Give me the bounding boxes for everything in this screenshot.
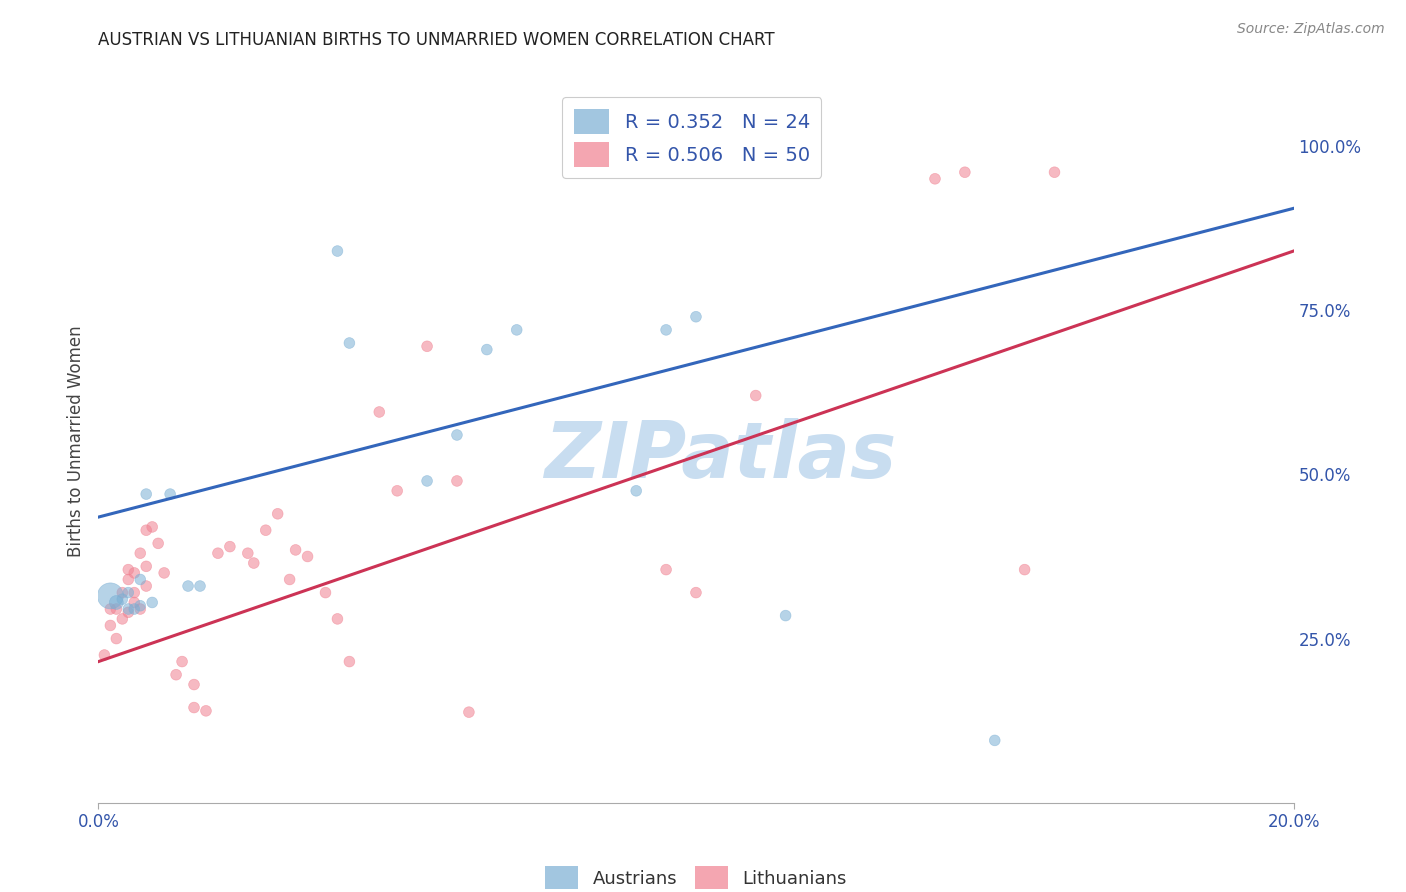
Point bbox=[135, 487, 157, 501]
Point bbox=[117, 602, 139, 616]
Point bbox=[129, 602, 152, 616]
Point bbox=[267, 507, 290, 521]
Point bbox=[148, 536, 170, 550]
Point bbox=[685, 310, 707, 324]
Point bbox=[1014, 563, 1036, 577]
Point bbox=[141, 595, 163, 609]
Point bbox=[153, 566, 176, 580]
Point bbox=[775, 608, 797, 623]
Point bbox=[172, 655, 194, 669]
Point bbox=[124, 595, 146, 609]
Point bbox=[315, 585, 337, 599]
Text: ZIPatlas: ZIPatlas bbox=[544, 418, 896, 494]
Point bbox=[339, 336, 361, 351]
Point bbox=[219, 540, 242, 554]
Point bbox=[278, 573, 301, 587]
Point bbox=[117, 563, 139, 577]
Point bbox=[124, 602, 146, 616]
Point bbox=[284, 542, 307, 557]
Point bbox=[655, 563, 678, 577]
Point bbox=[129, 573, 152, 587]
Point bbox=[195, 704, 218, 718]
Point bbox=[135, 559, 157, 574]
Point bbox=[135, 579, 157, 593]
Point bbox=[924, 171, 946, 186]
Point bbox=[446, 474, 468, 488]
Point bbox=[129, 599, 152, 613]
Point bbox=[129, 546, 152, 560]
Point bbox=[135, 523, 157, 537]
Point bbox=[368, 405, 391, 419]
Point bbox=[416, 474, 439, 488]
Point bbox=[183, 700, 205, 714]
Point bbox=[953, 165, 976, 179]
Point bbox=[165, 667, 187, 681]
Point bbox=[655, 323, 678, 337]
Point bbox=[506, 323, 529, 337]
Point bbox=[385, 483, 409, 498]
Point bbox=[475, 343, 498, 357]
Point bbox=[297, 549, 319, 564]
Point bbox=[105, 595, 128, 609]
Point bbox=[339, 655, 361, 669]
Point bbox=[458, 705, 481, 719]
Point bbox=[117, 605, 139, 619]
Point bbox=[117, 585, 139, 599]
Point bbox=[188, 579, 211, 593]
Point bbox=[98, 589, 122, 603]
Point bbox=[745, 388, 768, 402]
Point bbox=[326, 244, 349, 258]
Point bbox=[105, 602, 128, 616]
Point bbox=[416, 339, 439, 353]
Point bbox=[446, 428, 468, 442]
Point bbox=[254, 523, 277, 537]
Point bbox=[141, 520, 163, 534]
Point bbox=[105, 632, 128, 646]
Legend: Austrians, Lithuanians: Austrians, Lithuanians bbox=[538, 859, 853, 892]
Point bbox=[207, 546, 229, 560]
Text: Source: ZipAtlas.com: Source: ZipAtlas.com bbox=[1237, 22, 1385, 37]
Point bbox=[124, 566, 146, 580]
Point bbox=[124, 585, 146, 599]
Text: AUSTRIAN VS LITHUANIAN BIRTHS TO UNMARRIED WOMEN CORRELATION CHART: AUSTRIAN VS LITHUANIAN BIRTHS TO UNMARRI… bbox=[98, 31, 775, 49]
Point bbox=[111, 592, 134, 607]
Point bbox=[1043, 165, 1066, 179]
Point bbox=[98, 602, 122, 616]
Point bbox=[98, 618, 122, 632]
Point bbox=[111, 612, 134, 626]
Point bbox=[117, 573, 139, 587]
Point bbox=[626, 483, 648, 498]
Y-axis label: Births to Unmarried Women: Births to Unmarried Women bbox=[66, 326, 84, 558]
Point bbox=[243, 556, 266, 570]
Point bbox=[984, 733, 1007, 747]
Point bbox=[93, 648, 115, 662]
Point bbox=[236, 546, 259, 560]
Point bbox=[159, 487, 181, 501]
Point bbox=[111, 585, 134, 599]
Point bbox=[685, 585, 707, 599]
Point bbox=[177, 579, 200, 593]
Point bbox=[326, 612, 349, 626]
Point bbox=[183, 677, 205, 691]
